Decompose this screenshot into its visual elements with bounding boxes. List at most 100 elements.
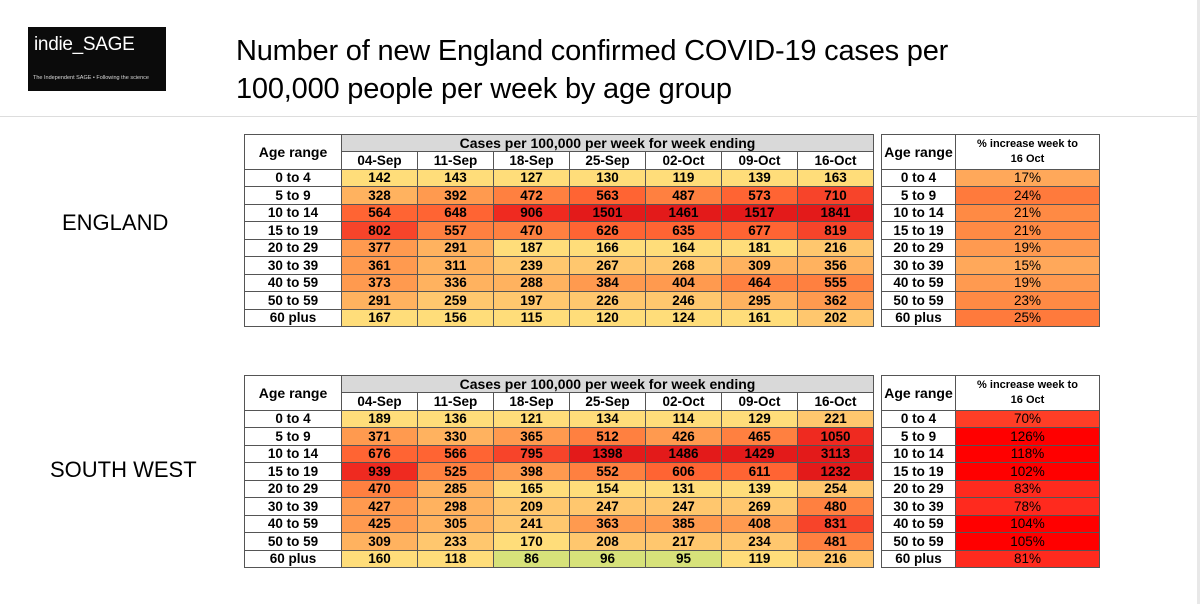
age-range-label-right: 20 to 29 bbox=[881, 479, 956, 498]
week-label: 09-Oct bbox=[721, 392, 798, 411]
spacer-cell bbox=[873, 186, 882, 204]
age-range-label-right: 40 to 59 bbox=[881, 273, 956, 292]
heat-cell: 363 bbox=[569, 514, 646, 533]
age-range-label-right: 10 to 14 bbox=[881, 203, 956, 222]
heat-cell: 525 bbox=[417, 462, 494, 481]
spacer-cell bbox=[873, 134, 882, 169]
table-row: 5 to 9 371 330 365 512 426 465 1050 5 to 9 126% bbox=[244, 427, 1100, 446]
week-label: 25-Sep bbox=[569, 392, 646, 411]
heat-cell: 635 bbox=[645, 221, 722, 240]
spacer-cell bbox=[873, 291, 882, 309]
table-row: 30 to 39 361 311 239 267 268 309 356 30 to 39 15% bbox=[244, 256, 1100, 275]
age-range-label: 20 to 29 bbox=[244, 479, 342, 498]
week-label: 02-Oct bbox=[645, 392, 722, 411]
heat-cell: 1232 bbox=[797, 462, 874, 481]
pct-increase-cell: 21% bbox=[955, 221, 1100, 240]
heat-cell: 309 bbox=[721, 256, 798, 275]
heat-cell: 385 bbox=[645, 514, 722, 533]
heat-cell: 247 bbox=[569, 497, 646, 516]
age-range-label: 60 plus bbox=[244, 308, 342, 327]
heat-cell: 269 bbox=[721, 497, 798, 516]
heat-cell: 217 bbox=[645, 532, 722, 551]
heat-cell: 1486 bbox=[645, 444, 722, 463]
header-divider bbox=[0, 116, 1200, 117]
pct-increase-cell: 15% bbox=[955, 256, 1100, 275]
age-range-label-right: 30 to 39 bbox=[881, 256, 956, 275]
heat-cell: 384 bbox=[569, 273, 646, 292]
heat-cell: 156 bbox=[417, 308, 494, 327]
age-range-label-right: 40 to 59 bbox=[881, 514, 956, 533]
chart-title-line-1: Number of new England confirmed COVID-19… bbox=[236, 35, 949, 67]
heat-cell: 481 bbox=[797, 532, 874, 551]
heat-cell: 221 bbox=[797, 409, 874, 428]
heat-cell: 118 bbox=[417, 549, 494, 568]
spacer-cell bbox=[873, 256, 882, 274]
pct-increase-cell: 81% bbox=[955, 549, 1100, 568]
age-range-label-right: 0 to 4 bbox=[881, 168, 956, 187]
heat-cell: 259 bbox=[417, 291, 494, 310]
heat-cell: 298 bbox=[417, 497, 494, 516]
heat-cell: 426 bbox=[645, 427, 722, 446]
table-row: 40 to 59 373 336 288 384 404 464 555 40 to 59 19% bbox=[244, 273, 1100, 292]
spacer-cell bbox=[873, 427, 882, 445]
pct-increase-cell: 21% bbox=[955, 203, 1100, 222]
heat-cell: 480 bbox=[797, 497, 874, 516]
heat-cell: 404 bbox=[645, 273, 722, 292]
heat-cell: 160 bbox=[341, 549, 418, 568]
heat-cell: 143 bbox=[417, 168, 494, 187]
heat-cell: 119 bbox=[721, 549, 798, 568]
heat-cell: 425 bbox=[341, 514, 418, 533]
age-range-label-right: 30 to 39 bbox=[881, 497, 956, 516]
pct-increase-cell: 19% bbox=[955, 273, 1100, 292]
age-range-label: 50 to 59 bbox=[244, 291, 342, 310]
heat-cell: 795 bbox=[493, 444, 570, 463]
pct-increase-cell: 19% bbox=[955, 238, 1100, 257]
table-row: 50 to 59 291 259 197 226 246 295 362 50 to 59 23% bbox=[244, 291, 1100, 310]
pct-increase-cell: 24% bbox=[955, 186, 1100, 205]
age-range-label-right: 0 to 4 bbox=[881, 409, 956, 428]
table-row: 20 to 29 377 291 187 166 164 181 216 20 to 29 19% bbox=[244, 238, 1100, 257]
spacer-cell bbox=[873, 515, 882, 533]
table-row: 0 to 4 142 143 127 130 119 139 163 0 to 4 17% bbox=[244, 168, 1100, 187]
heat-cell: 1517 bbox=[721, 203, 798, 222]
heat-cell: 95 bbox=[645, 549, 722, 568]
age-range-label: 10 to 14 bbox=[244, 444, 342, 463]
heat-cell: 139 bbox=[721, 168, 798, 187]
heat-cell: 127 bbox=[493, 168, 570, 187]
pct-header-line-2: 16 Oct bbox=[1010, 393, 1045, 406]
heat-cell: 154 bbox=[569, 479, 646, 498]
heat-cell: 555 bbox=[797, 273, 874, 292]
week-label: 11-Sep bbox=[417, 392, 494, 411]
age-range-label: 50 to 59 bbox=[244, 532, 342, 551]
heat-cell: 710 bbox=[797, 186, 874, 205]
pct-increase-header: % increase week to 16 Oct bbox=[955, 134, 1100, 170]
spacer-cell bbox=[873, 480, 882, 498]
age-range-header-right: Age range bbox=[881, 375, 956, 411]
heat-cell: 209 bbox=[493, 497, 570, 516]
heat-cell: 226 bbox=[569, 291, 646, 310]
heat-cell: 564 bbox=[341, 203, 418, 222]
spacer-cell bbox=[873, 274, 882, 292]
heat-cell: 361 bbox=[341, 256, 418, 275]
spacer-cell bbox=[873, 532, 882, 550]
spacer-cell bbox=[873, 309, 882, 327]
heat-cell: 86 bbox=[493, 549, 570, 568]
table-row: 60 plus 167 156 115 120 124 161 202 60 plus 25% bbox=[244, 308, 1100, 327]
pct-increase-cell: 70% bbox=[955, 409, 1100, 428]
week-ending-caption: Cases per 100,000 per week for week endi… bbox=[341, 134, 874, 152]
heat-cell: 1501 bbox=[569, 203, 646, 222]
week-label: 16-Oct bbox=[797, 392, 874, 411]
heat-cell: 831 bbox=[797, 514, 874, 533]
heat-cell: 134 bbox=[569, 409, 646, 428]
age-range-label-right: 15 to 19 bbox=[881, 462, 956, 481]
heat-cell: 311 bbox=[417, 256, 494, 275]
age-range-label: 15 to 19 bbox=[244, 462, 342, 481]
spacer-cell bbox=[873, 204, 882, 222]
heat-cell: 115 bbox=[493, 308, 570, 327]
week-label: 02-Oct bbox=[645, 151, 722, 170]
date-header-row: 04-Sep 11-Sep 18-Sep 25-Sep 02-Oct 09-Oct 16-O… bbox=[245, 151, 1100, 170]
heat-cell: 566 bbox=[417, 444, 494, 463]
age-range-label-right: 20 to 29 bbox=[881, 238, 956, 257]
heat-cell: 121 bbox=[493, 409, 570, 428]
age-range-label-right: 50 to 59 bbox=[881, 291, 956, 310]
